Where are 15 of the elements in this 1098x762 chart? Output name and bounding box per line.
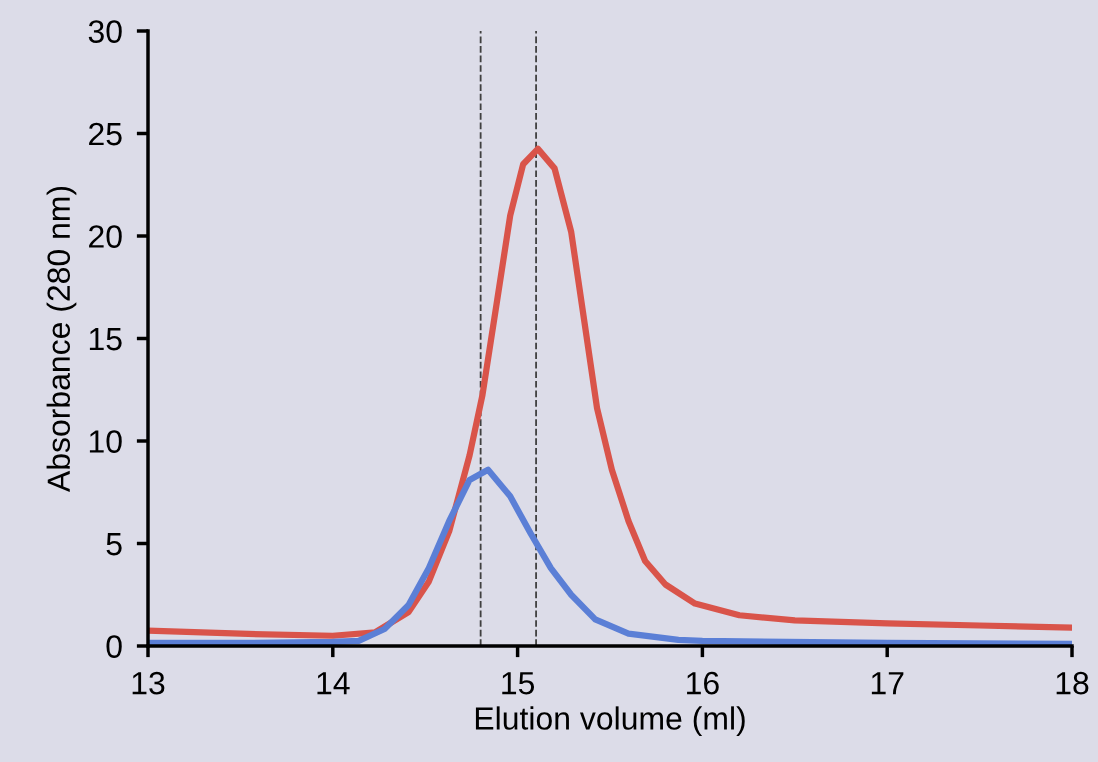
x-tick-label: 15 bbox=[502, 672, 535, 695]
x-tick-label: 16 bbox=[687, 671, 719, 695]
x-tick-label: 18 bbox=[1056, 671, 1089, 695]
x-tick-label: 17 bbox=[871, 672, 904, 695]
y-tick-label: 0 bbox=[106, 635, 122, 658]
y-tick-label: 10 bbox=[89, 430, 122, 453]
x-tick-label: 13 bbox=[132, 671, 165, 695]
x-axis-title: Elution volume (ml) bbox=[475, 706, 745, 737]
y-tick-label: 30 bbox=[88, 20, 122, 43]
y-tick-label: 20 bbox=[89, 225, 122, 248]
y-tick-label: 25 bbox=[89, 122, 122, 146]
y-tick-label: 15 bbox=[89, 328, 122, 351]
y-axis-title: Absorbance (280 nm) bbox=[46, 186, 77, 493]
y-tick-label: 5 bbox=[106, 533, 122, 556]
x-tick-label: 14 bbox=[317, 672, 350, 695]
